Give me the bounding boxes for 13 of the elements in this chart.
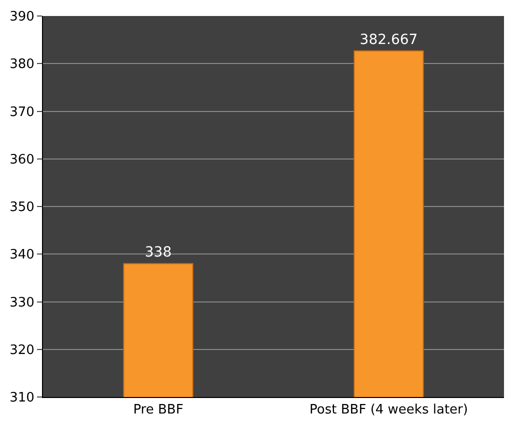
data-label: 382.667 [360, 32, 418, 48]
y-tick-label: 370 [10, 104, 34, 120]
data-label: 338 [144, 244, 172, 261]
y-tick-label: 360 [10, 152, 34, 168]
y-tick-label: 390 [10, 10, 34, 25]
y-tick-label: 380 [10, 57, 34, 72]
y-tick-label: 330 [10, 295, 34, 310]
y-tick-label: 310 [10, 390, 34, 406]
x-tick-label: Pre BBF [133, 402, 184, 418]
y-tick-label: 350 [10, 200, 34, 216]
y-tick-label: 340 [10, 248, 34, 263]
x-tick-label: Post BBF (4 weeks later) [310, 402, 468, 418]
y-tick-label: 320 [10, 342, 34, 358]
